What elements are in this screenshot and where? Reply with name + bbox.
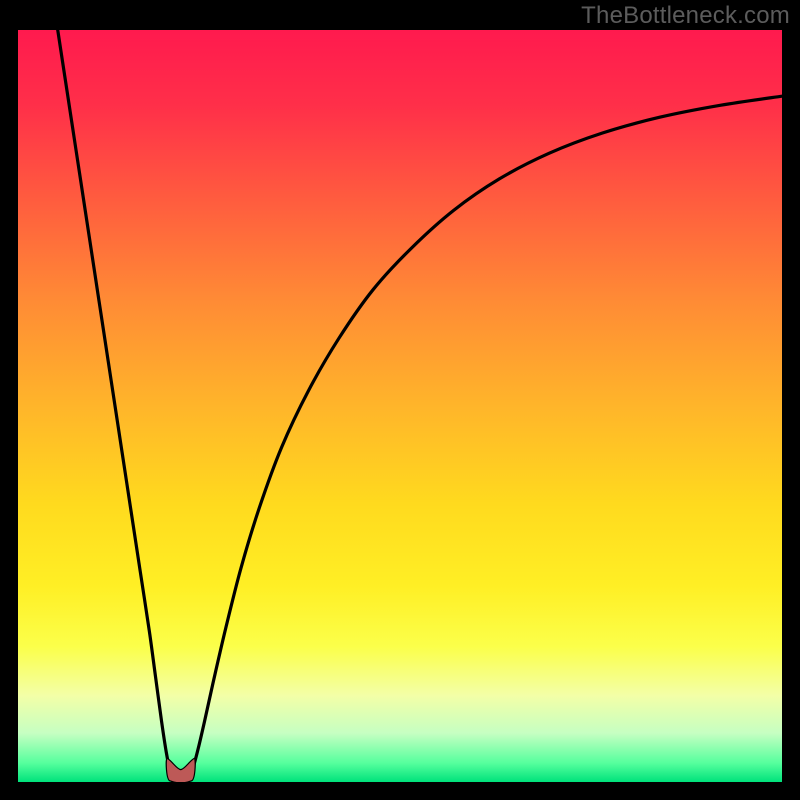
chart-plot-area	[18, 30, 782, 782]
chart-svg	[18, 30, 782, 782]
figure-frame: TheBottleneck.com	[0, 0, 800, 800]
watermark-text: TheBottleneck.com	[581, 2, 790, 30]
chart-background	[18, 30, 782, 782]
